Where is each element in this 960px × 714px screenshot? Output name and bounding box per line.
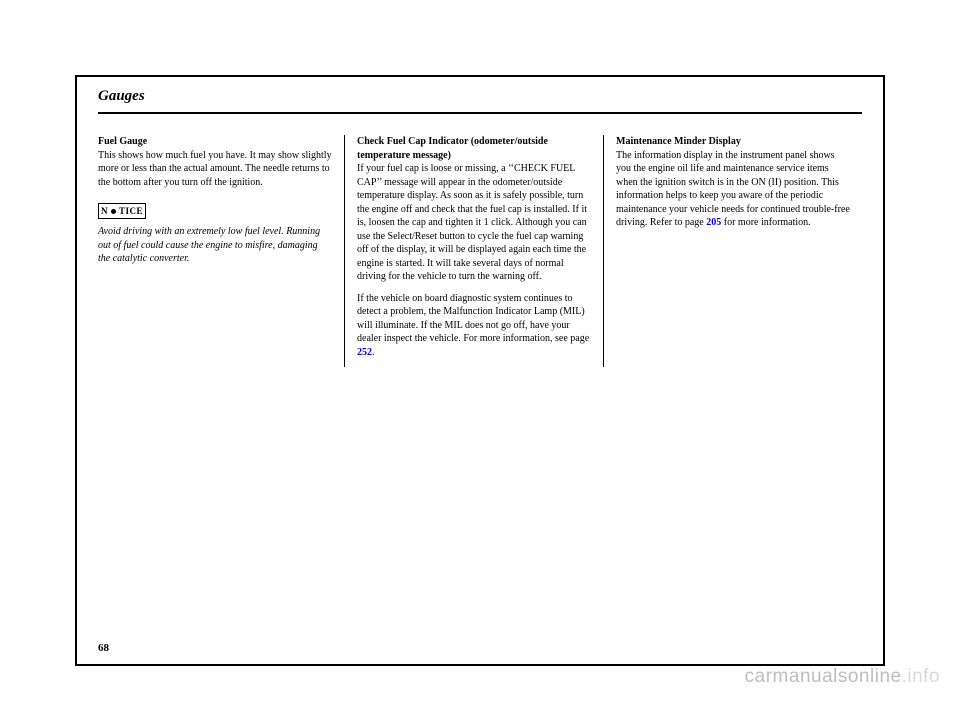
notice-badge: N TICE bbox=[98, 203, 146, 219]
watermark: carmanualsonline.info bbox=[745, 666, 940, 688]
fuel-gauge-heading: Fuel Gauge bbox=[98, 135, 332, 149]
section-title: Gauges bbox=[98, 88, 145, 105]
notice-text-right: TICE bbox=[119, 206, 143, 216]
page-number: 68 bbox=[98, 642, 109, 654]
page-link-205[interactable]: 205 bbox=[706, 217, 721, 228]
notice-text-left: N bbox=[101, 206, 108, 216]
fuel-cap-paragraph-2a: If the vehicle on board diagnostic syste… bbox=[357, 293, 589, 345]
maintenance-heading: Maintenance Minder Display bbox=[616, 135, 850, 149]
title-rule bbox=[98, 112, 862, 114]
fuel-cap-paragraph-2-end: . bbox=[372, 347, 375, 358]
fuel-cap-heading: Check Fuel Cap Indicator (odometer/outsi… bbox=[357, 135, 591, 162]
column-1: Fuel Gauge This shows how much fuel you … bbox=[98, 135, 344, 367]
fuel-cap-paragraph-2: If the vehicle on board diagnostic syste… bbox=[357, 292, 591, 360]
content-columns: Fuel Gauge This shows how much fuel you … bbox=[98, 135, 862, 367]
maintenance-paragraph-1-end: for more information. bbox=[721, 217, 810, 228]
notice-dot-icon bbox=[111, 209, 116, 214]
watermark-main: carmanualsonline bbox=[745, 666, 902, 687]
fuel-gauge-paragraph-1: This shows how much fuel you have. It ma… bbox=[98, 149, 332, 190]
page-link-252[interactable]: 252 bbox=[357, 347, 372, 358]
fuel-cap-paragraph-1: If your fuel cap is loose or missing, a … bbox=[357, 162, 591, 284]
maintenance-paragraph-1: The information display in the instrumen… bbox=[616, 149, 850, 230]
fuel-gauge-paragraph-2: Avoid driving with an extremely low fuel… bbox=[98, 225, 332, 266]
watermark-suffix: .info bbox=[902, 666, 940, 687]
column-2: Check Fuel Cap Indicator (odometer/outsi… bbox=[344, 135, 603, 367]
column-3: Maintenance Minder Display The informati… bbox=[603, 135, 862, 367]
